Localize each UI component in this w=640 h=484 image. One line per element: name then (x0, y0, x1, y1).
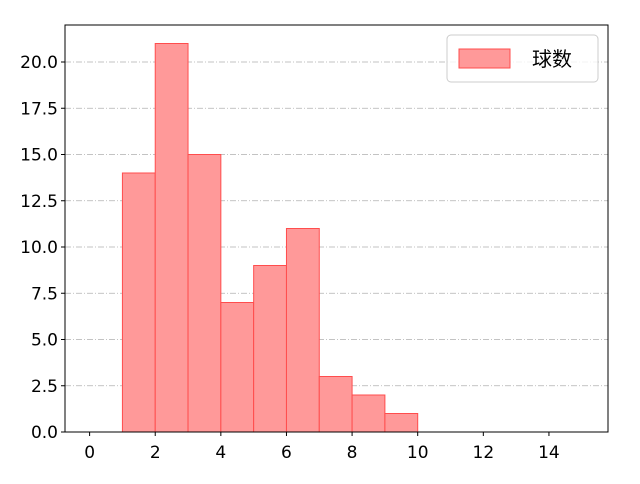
legend-box (446, 34, 599, 83)
histogram-bar (318, 376, 353, 433)
x-tick-label: 6 (281, 443, 292, 463)
y-axis: 0.0 2.5 5.0 7.5 10.0 12.5 15.0 17.5 20.0 (20, 53, 65, 443)
x-tick-label: 8 (347, 443, 358, 463)
y-tick-label: 12.5 (20, 192, 58, 212)
histogram-bar (187, 154, 222, 433)
legend-label: 球数 (532, 47, 572, 71)
histogram-bar (384, 413, 419, 433)
histogram-bar (253, 265, 287, 433)
histogram-bar (285, 228, 320, 433)
histogram-bar (220, 302, 255, 433)
x-tick-label: 14 (538, 443, 560, 463)
x-axis: 0 2 4 6 8 10 12 14 (84, 432, 560, 463)
legend-swatch (458, 48, 511, 69)
x-tick-label: 12 (473, 443, 495, 463)
y-tick-label: 0.0 (31, 423, 58, 443)
histogram-bar (154, 43, 189, 433)
y-tick-label: 20.0 (20, 53, 58, 73)
histogram-bar (351, 394, 386, 433)
plot-frame (64, 24, 609, 433)
legend: 球数 (446, 34, 599, 83)
histogram-bar (121, 172, 156, 433)
y-tick-label: 17.5 (20, 99, 58, 119)
y-tick-label: 15.0 (20, 146, 58, 166)
x-tick-label: 0 (84, 443, 95, 463)
y-tick-label: 7.5 (31, 284, 58, 304)
x-tick-label: 10 (407, 443, 429, 463)
y-tick-label: 5.0 (31, 331, 58, 351)
y-tick-label: 2.5 (31, 377, 58, 397)
bars (121, 43, 419, 433)
x-tick-label: 4 (215, 443, 226, 463)
x-tick-label: 2 (150, 443, 161, 463)
y-tick-label: 10.0 (20, 238, 58, 258)
